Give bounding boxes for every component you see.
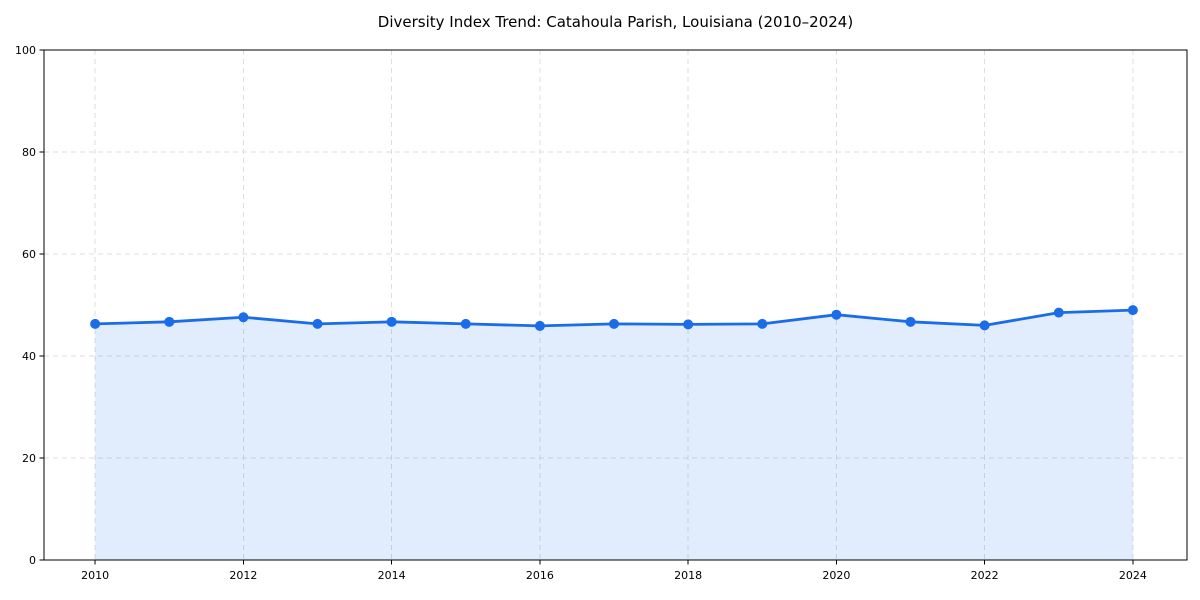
y-axis-tick-label-20: 20: [22, 452, 36, 465]
x-axis-tick-label-2016: 2016: [526, 569, 554, 582]
data-point-2011: [164, 316, 175, 327]
x-axis-tick-label-2010: 2010: [81, 569, 109, 582]
data-point-2010: [90, 318, 101, 329]
data-point-2024: [1127, 305, 1138, 316]
x-axis-tick-label-2022: 2022: [971, 569, 999, 582]
data-point-2021: [905, 316, 916, 327]
x-axis-tick-label-2024: 2024: [1119, 569, 1147, 582]
data-point-2015: [460, 318, 471, 329]
data-point-2018: [683, 319, 694, 330]
x-axis-tick-label-2020: 2020: [822, 569, 850, 582]
x-axis-tick-label-2018: 2018: [674, 569, 702, 582]
data-point-2023: [1053, 307, 1064, 318]
plot-border: [43, 49, 1188, 561]
y-axis-tick-label-100: 100: [15, 44, 36, 57]
data-point-2017: [609, 318, 620, 329]
y-axis-tick-label-40: 40: [22, 350, 36, 363]
data-point-2013: [312, 318, 323, 329]
data-point-2019: [757, 318, 768, 329]
y-axis-tick-label-0: 0: [29, 554, 36, 567]
x-axis-tick-label-2012: 2012: [229, 569, 257, 582]
y-axis-tick-label-60: 60: [22, 248, 36, 261]
data-point-2014: [386, 316, 397, 327]
y-axis-tick-label-80: 80: [22, 146, 36, 159]
x-axis-tick-label-2014: 2014: [378, 569, 406, 582]
data-point-2020: [831, 309, 842, 320]
data-point-2016: [534, 320, 545, 331]
data-point-2012: [238, 312, 249, 323]
area-fill: [95, 310, 1133, 560]
chart-title: Diversity Index Trend: Catahoula Parish,…: [377, 13, 854, 31]
data-point-2022: [979, 320, 990, 331]
